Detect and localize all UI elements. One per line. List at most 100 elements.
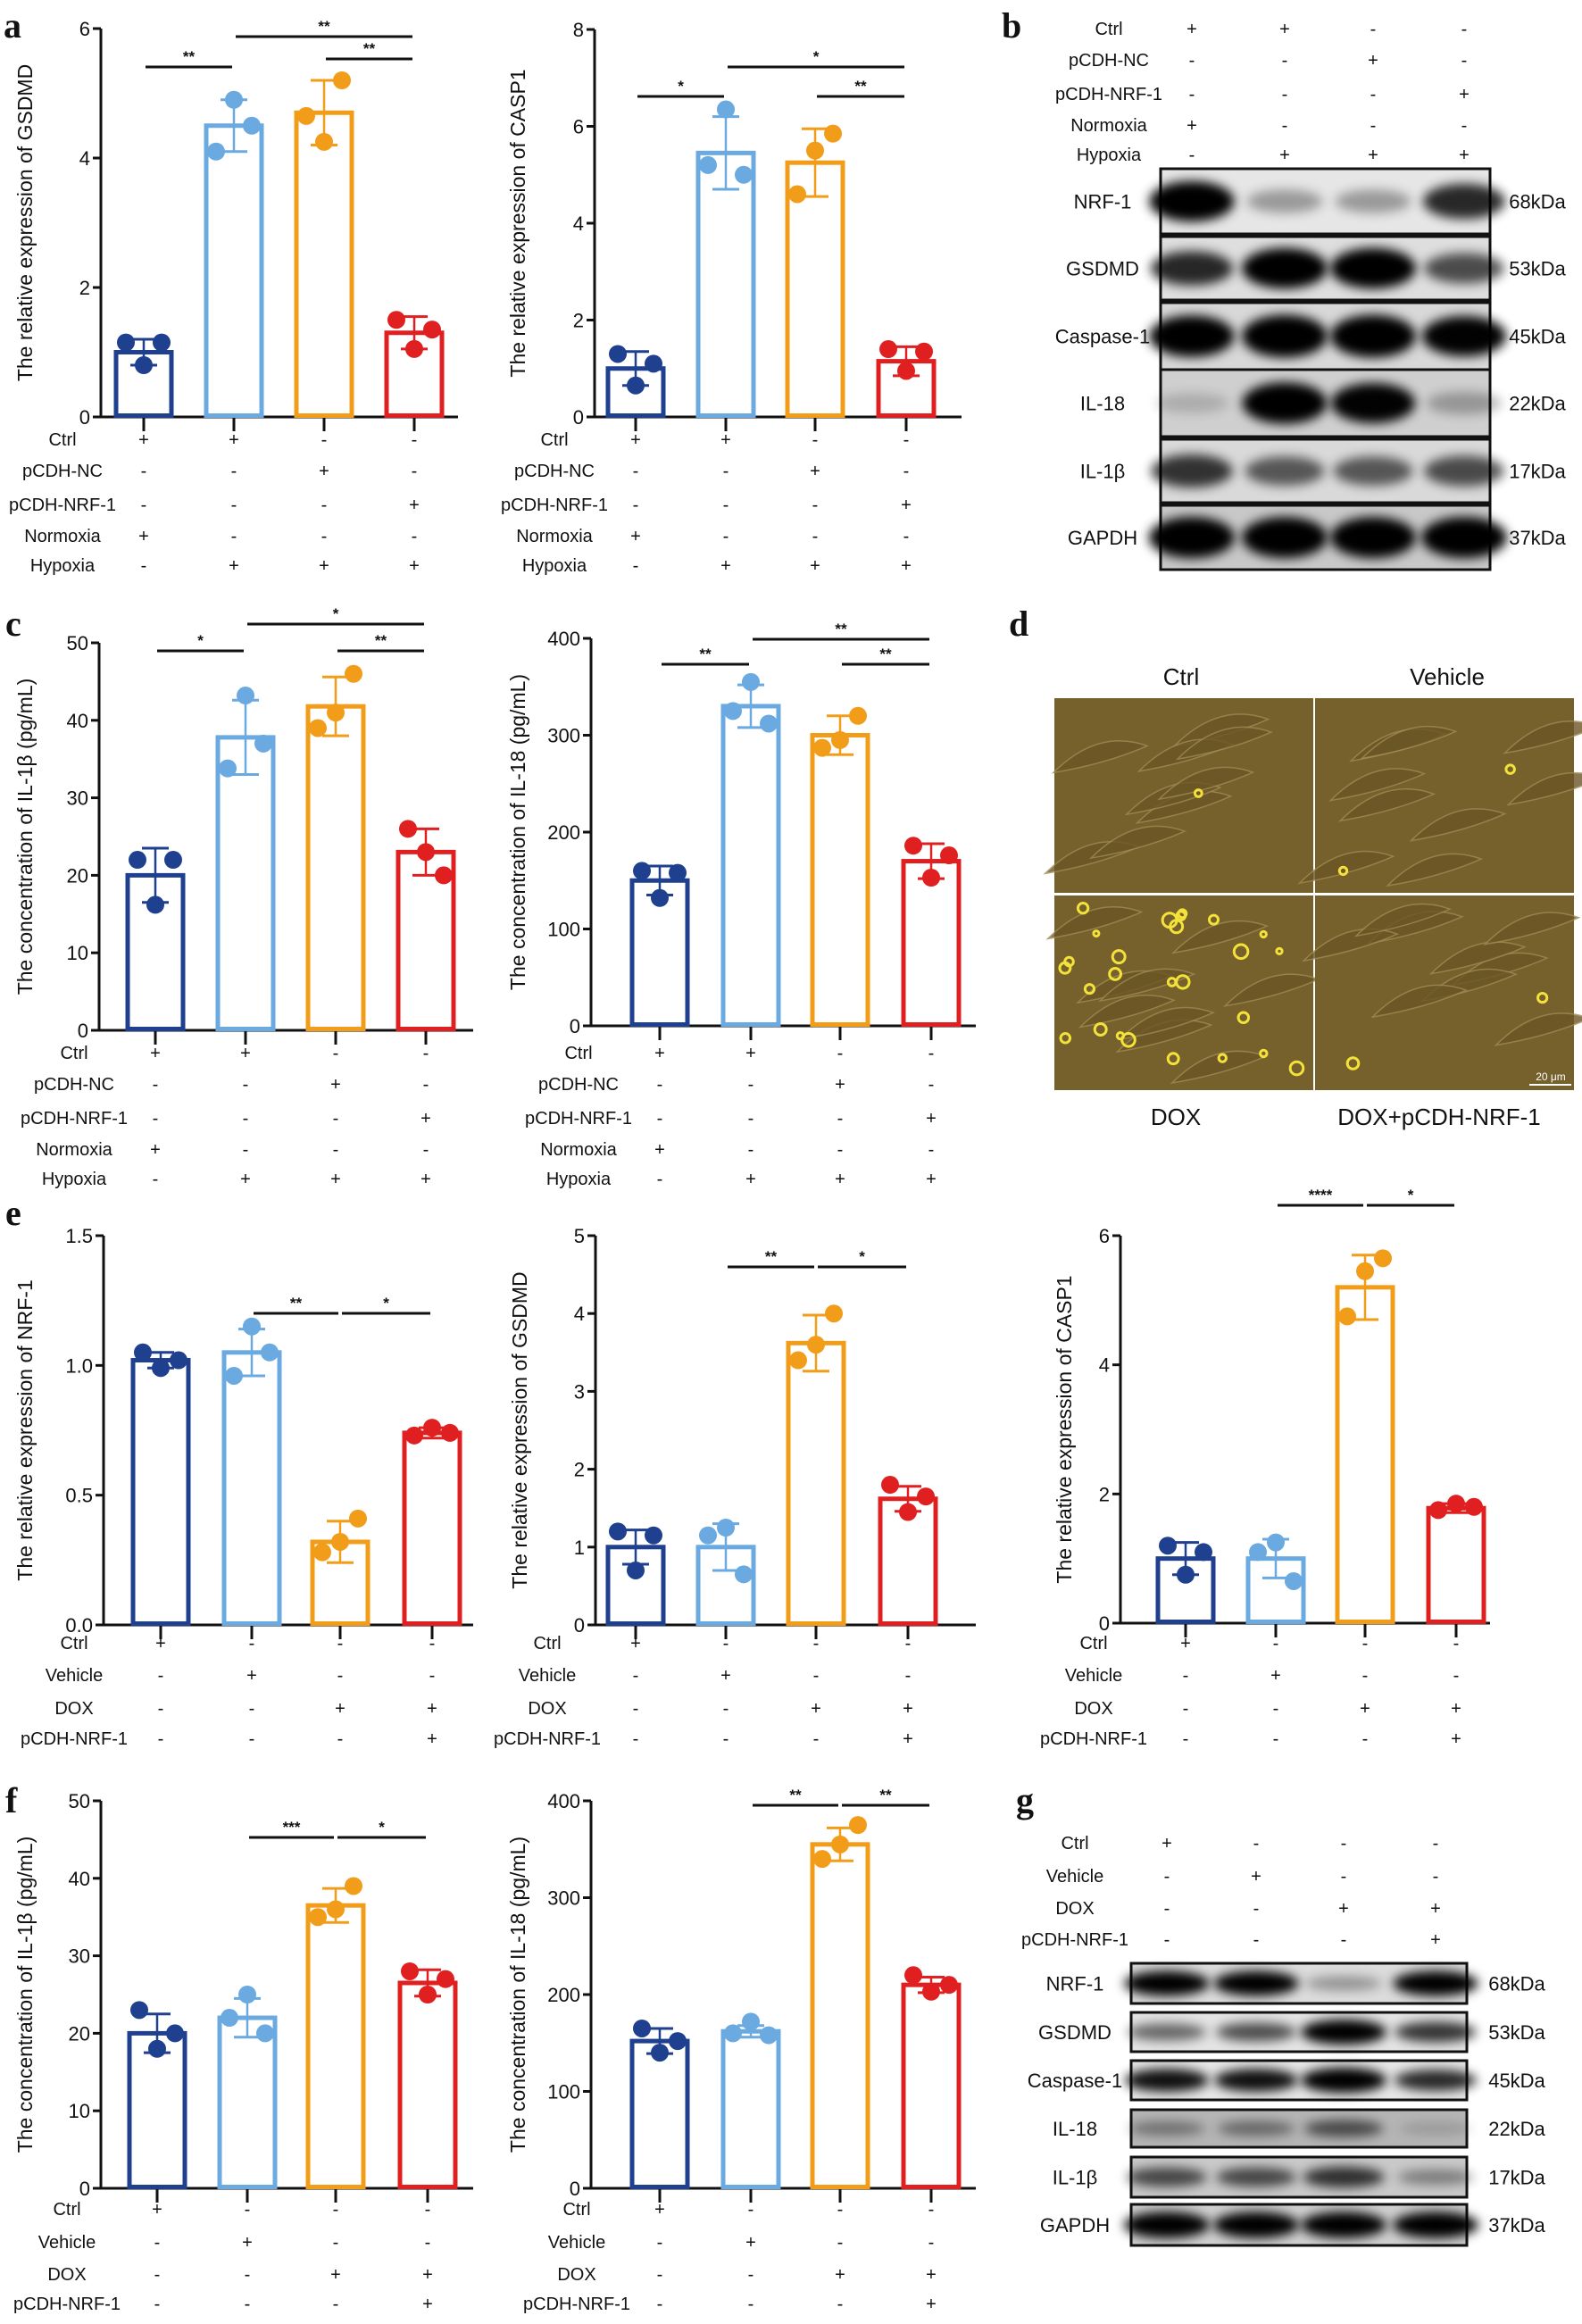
cell-shape [1328, 768, 1427, 802]
dead-cell-marker [1120, 1032, 1137, 1048]
condition-sign: + [1270, 1666, 1281, 1686]
bar [720, 704, 781, 1027]
condition-label: DOX [47, 2265, 86, 2285]
protein-band [1421, 516, 1507, 559]
y-tick-label: 0.5 [65, 1485, 93, 1507]
blot-condition-label: Normoxia [1070, 116, 1147, 136]
protein-band [1423, 183, 1505, 220]
condition-label: Ctrl [60, 1634, 87, 1653]
condition-sign: - [657, 2265, 663, 2285]
condition-label: pCDH-NC [22, 462, 103, 481]
blot-condition-sign: - [1341, 1834, 1347, 1853]
condition-sign: - [903, 527, 910, 546]
data-point [831, 1835, 849, 1853]
cell-shape [1360, 725, 1458, 760]
dead-cell-marker [1108, 966, 1123, 981]
data-point [669, 2032, 687, 2051]
data-point [417, 843, 435, 862]
dead-cell-marker [1193, 788, 1203, 798]
protein-band [1395, 2021, 1477, 2043]
data-point [148, 2039, 166, 2058]
blot-condition-sign: + [1279, 20, 1290, 39]
condition-sign: - [154, 2265, 161, 2285]
significance-label: * [813, 48, 820, 65]
data-point [849, 706, 867, 725]
cell-shape [1088, 825, 1187, 860]
blot-condition-sign: - [1370, 85, 1377, 104]
blot-condition-sign: + [1186, 20, 1197, 39]
condition-sign: + [319, 556, 329, 576]
condition-label: Hypoxia [42, 1170, 107, 1189]
condition-sign: + [903, 1729, 913, 1749]
condition-sign: + [835, 1170, 845, 1189]
condition-sign: + [903, 1699, 913, 1719]
condition-sign: - [154, 2295, 161, 2314]
significance-label: ** [879, 646, 892, 662]
condition-sign: + [811, 1699, 821, 1719]
condition-sign: + [240, 1170, 251, 1189]
molecular-weight-label: 22kDa [1509, 393, 1566, 415]
data-point [387, 311, 405, 329]
data-point [609, 345, 627, 363]
protein-label: IL-18 [1080, 393, 1125, 415]
data-point [735, 1565, 753, 1584]
condition-sign: - [1183, 1729, 1189, 1749]
condition-label: pCDH-NRF-1 [525, 1109, 632, 1129]
cell-shape [1483, 912, 1581, 945]
condition-sign: + [138, 527, 149, 546]
blot-condition-sign: + [1430, 1899, 1441, 1919]
y-axis-label: The concentration of IL-1β (pg/mL) [13, 1837, 37, 2153]
dead-cell-marker [1059, 1031, 1072, 1045]
data-point [261, 1343, 279, 1362]
y-tick-label: 0.0 [65, 1614, 93, 1637]
cell-shape [1175, 726, 1273, 761]
data-point [1447, 1495, 1465, 1513]
cell-shape [1385, 853, 1484, 887]
blot-condition-sign: - [1461, 116, 1468, 136]
condition-sign: + [901, 556, 912, 576]
y-tick-label: 8 [573, 19, 584, 41]
y-axis-label: The concentration of IL-1β (pg/mL) [13, 679, 37, 995]
condition-sign: - [748, 2200, 754, 2220]
data-point [724, 2024, 742, 2043]
condition-sign: + [1360, 1699, 1370, 1719]
data-point [405, 339, 423, 358]
cell-shape [1078, 994, 1177, 1029]
condition-sign: - [333, 2233, 339, 2253]
condition-sign: - [333, 2295, 339, 2314]
bar [720, 2028, 781, 2189]
y-tick-label: 30 [69, 1945, 90, 1968]
bar [901, 1982, 962, 2189]
data-point [879, 340, 897, 359]
data-point [238, 1986, 256, 2003]
data-point [221, 2009, 238, 2028]
dead-cell-marker [1093, 1022, 1108, 1037]
dead-cell-marker [1345, 1056, 1361, 1070]
data-point [651, 2044, 669, 2062]
y-tick-label: 300 [547, 725, 580, 747]
data-point [423, 1419, 441, 1437]
data-point [164, 851, 182, 870]
condition-sign: - [321, 430, 328, 450]
condition-sign: + [152, 2200, 162, 2220]
condition-sign: + [409, 496, 420, 515]
blot-condition-sign: + [1430, 1930, 1441, 1950]
data-point [699, 155, 717, 174]
condition-sign: - [429, 1634, 436, 1653]
micrograph-2 [1045, 895, 1321, 1090]
condition-sign: - [1183, 1666, 1189, 1686]
data-point [824, 124, 842, 143]
condition-sign: + [229, 556, 239, 576]
y-tick-label: 2 [573, 310, 584, 332]
blot-condition-sign: - [1253, 1899, 1260, 1919]
dead-cell-marker [1207, 913, 1220, 926]
condition-sign: - [1362, 1634, 1369, 1653]
condition-sign: - [337, 1729, 344, 1749]
panel-letter-b: b [1002, 5, 1021, 46]
condition-sign: + [926, 1109, 937, 1129]
data-point [437, 1970, 454, 1988]
data-point [130, 2001, 148, 2020]
bar [305, 1903, 366, 2189]
condition-sign: - [837, 2200, 844, 2220]
